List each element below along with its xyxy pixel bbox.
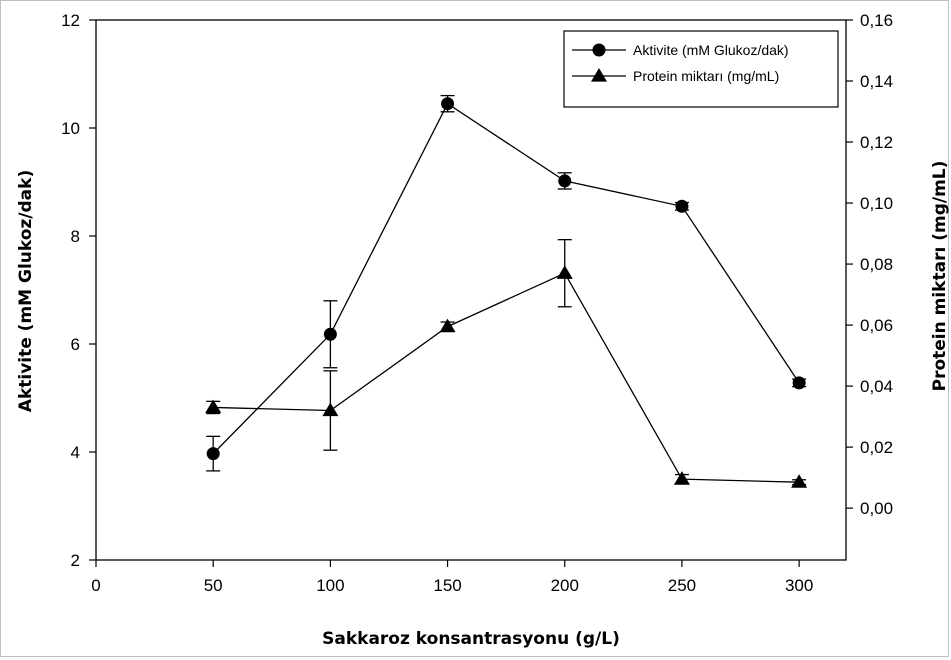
- data-point: [556, 265, 573, 279]
- data-point: [675, 199, 689, 213]
- x-tick-label: 100: [316, 576, 344, 595]
- y-right-tick-label: 0,00: [860, 499, 893, 518]
- data-point: [439, 318, 456, 333]
- plot-area: [95, 19, 847, 561]
- y-left-tick-label: 6: [71, 335, 80, 354]
- x-axis-title: Sakkaroz konsantrasyonu (g/L): [322, 629, 620, 649]
- y-left-tick-label: 12: [61, 11, 80, 30]
- data-point: [206, 447, 220, 461]
- data-point: [792, 376, 806, 390]
- data-point: [322, 402, 339, 417]
- y-left-tick-label: 2: [71, 551, 80, 570]
- data-point: [791, 474, 808, 488]
- x-tick-label: 50: [204, 576, 223, 595]
- data-point: [323, 327, 337, 341]
- data-point: [558, 174, 572, 188]
- series-line: [213, 272, 800, 483]
- y-axis-right-title: Protein miktarı (mg/mL): [930, 161, 950, 392]
- y-left-tick-label: 10: [61, 119, 80, 138]
- legend-label: Protein miktarı (mg/mL): [633, 68, 779, 84]
- y-right-tick-label: 0,14: [860, 72, 893, 91]
- y-left-tick-label: 4: [71, 443, 80, 462]
- data-point: [205, 399, 222, 414]
- y-right-tick-label: 0,02: [860, 438, 893, 457]
- legend-marker-circle: [592, 43, 606, 57]
- series-line: [212, 102, 800, 455]
- y-right-tick-label: 0,06: [860, 316, 893, 335]
- x-tick-label: 250: [668, 576, 696, 595]
- series-2: [205, 239, 808, 488]
- data-point: [441, 97, 455, 111]
- y-axis-left-title: Aktivite (mM Glukoz/dak): [16, 170, 36, 412]
- y-right-tick-label: 0,08: [860, 255, 893, 274]
- x-tick-label: 200: [551, 576, 579, 595]
- y-right-tick-label: 0,04: [860, 377, 893, 396]
- y-right-tick-label: 0,16: [860, 11, 893, 30]
- y-left-tick-label: 8: [71, 227, 80, 246]
- x-tick-label: 0: [91, 576, 100, 595]
- legend: Aktivite (mM Glukoz/dak) Protein miktarı …: [563, 30, 839, 108]
- x-tick-label: 300: [785, 576, 813, 595]
- y-right-tick-label: 0,10: [860, 194, 893, 213]
- y-right-tick-label: 0,12: [860, 133, 893, 152]
- x-tick-label: 150: [433, 576, 461, 595]
- legend-label: Aktivite (mM Glukoz/dak): [633, 42, 789, 58]
- data-point: [673, 471, 690, 485]
- legend-box: [563, 30, 839, 108]
- legend-marker-triangle: [591, 68, 607, 82]
- series-1: [206, 94, 807, 472]
